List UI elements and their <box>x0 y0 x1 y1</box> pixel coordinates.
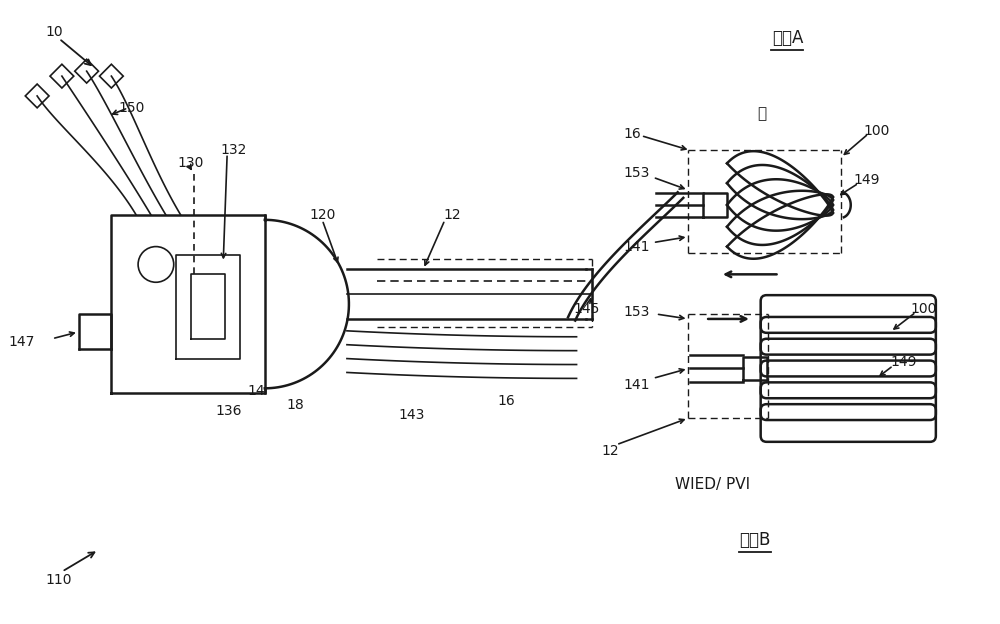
Text: 18: 18 <box>287 398 304 412</box>
Text: 153: 153 <box>623 166 649 180</box>
Text: 16: 16 <box>497 394 515 408</box>
Text: 136: 136 <box>215 404 242 418</box>
Text: 构造B: 构造B <box>739 531 770 549</box>
Text: 120: 120 <box>309 208 336 222</box>
Text: 14: 14 <box>247 384 265 398</box>
Text: 153: 153 <box>623 305 649 319</box>
Text: 16: 16 <box>623 127 641 140</box>
Text: 141: 141 <box>623 240 650 253</box>
Text: 10: 10 <box>45 24 63 39</box>
Text: 构造A: 构造A <box>772 29 803 47</box>
Text: 143: 143 <box>398 408 425 422</box>
Text: 100: 100 <box>864 124 890 138</box>
Text: 141: 141 <box>623 378 650 392</box>
Text: 100: 100 <box>910 302 936 316</box>
Text: 149: 149 <box>890 354 917 369</box>
Text: 149: 149 <box>854 173 880 187</box>
Text: 12: 12 <box>443 208 461 222</box>
Text: WIED/ PVI: WIED/ PVI <box>675 477 750 492</box>
Text: 12: 12 <box>601 444 619 458</box>
Text: 130: 130 <box>178 157 204 170</box>
Text: 150: 150 <box>118 101 145 115</box>
Text: 点: 点 <box>757 106 766 121</box>
Text: 110: 110 <box>45 573 72 587</box>
Text: 132: 132 <box>220 144 247 157</box>
Text: 147: 147 <box>9 334 35 349</box>
Text: 145: 145 <box>574 302 600 316</box>
